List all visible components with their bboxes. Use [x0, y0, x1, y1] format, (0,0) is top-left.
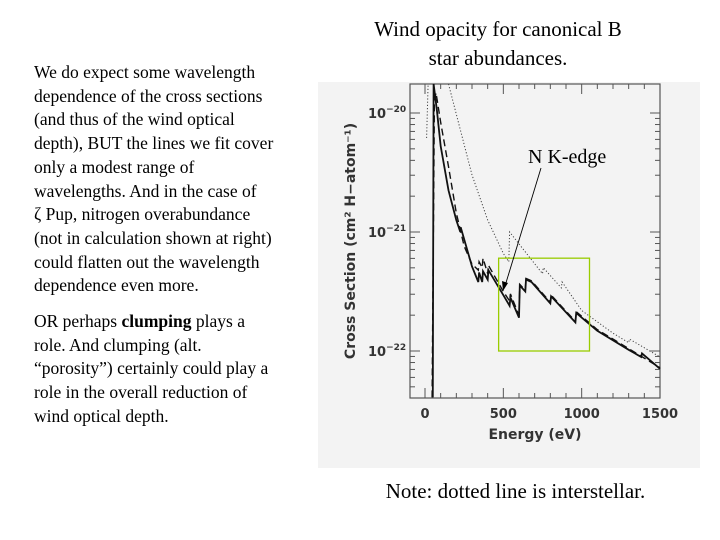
title-line-1: Wind opacity for canonical B [374, 17, 622, 41]
p2-line: wind optical depth. [34, 405, 169, 426]
x-tick-label: 1000 [564, 407, 600, 422]
highlight-box [497, 257, 591, 352]
p1-line: (not in calculation shown at right) [34, 227, 272, 248]
p1-line: only a modest range of [34, 156, 195, 177]
y-tick-label: 10−21 [368, 224, 406, 241]
y-tick-label: 10−22 [368, 343, 406, 360]
series-line-dotted [448, 83, 661, 358]
p1-line: wavelengths. And in the case of [34, 180, 257, 201]
paragraph-1: We do expect some wavelength dependence … [34, 61, 324, 298]
x-tick-label: 1500 [642, 407, 678, 422]
p1-line: We do expect some wavelength [34, 62, 256, 82]
p2-line: “porosity”) certainly could play a [34, 358, 269, 379]
y-axis-label: Cross Section (cm² H−atom⁻¹) [343, 123, 359, 359]
p2-post: plays a [191, 311, 245, 332]
slide-title: Wind opacity for canonical B star abunda… [318, 15, 678, 73]
figure-background [318, 82, 700, 468]
n-k-edge-label: N K-edge [528, 146, 606, 168]
p1-line: dependence even more. [34, 275, 199, 296]
body-text: We do expect some wavelength dependence … [34, 61, 324, 429]
x-tick-label: 500 [490, 407, 517, 422]
p1-line: depth), BUT the lines we fit cover [34, 133, 274, 154]
annotation-arrow [504, 167, 542, 287]
p1-line: ζ Pup, nitrogen overabundance [34, 204, 251, 225]
series-line-solid [431, 83, 661, 398]
p1-line: (and thus of the wind optical [34, 109, 235, 130]
x-tick-label: 0 [420, 407, 429, 422]
paragraph-2: OR perhaps clumping plays a role. And cl… [34, 310, 324, 429]
x-axis-label: Energy (eV) [488, 427, 581, 443]
note-text: Note: dotted line is interstellar. [385, 479, 646, 503]
p2-line: role in the overall reduction of [34, 382, 248, 403]
clumping-bold: clumping [121, 311, 192, 332]
p2-pre: OR perhaps [34, 311, 122, 332]
arrowhead-icon [502, 281, 508, 291]
series-line-dotted [426, 83, 429, 139]
series-line-dashed [431, 92, 661, 398]
p2-line: OR perhaps clumping plays a [34, 310, 324, 334]
p2-line: role. And clumping (alt. [34, 334, 202, 355]
p1-line: dependence of the cross sections [34, 85, 263, 106]
y-tick-label: 10−20 [368, 105, 406, 122]
title-line-2: star abundances. [428, 46, 568, 70]
p1-line: could flatten out the wavelength [34, 251, 260, 272]
